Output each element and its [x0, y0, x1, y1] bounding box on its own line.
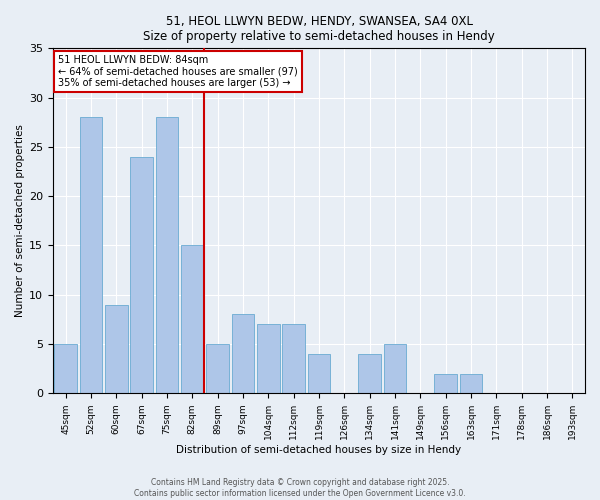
- Text: 51 HEOL LLWYN BEDW: 84sqm
← 64% of semi-detached houses are smaller (97)
35% of : 51 HEOL LLWYN BEDW: 84sqm ← 64% of semi-…: [58, 55, 298, 88]
- Text: Contains HM Land Registry data © Crown copyright and database right 2025.
Contai: Contains HM Land Registry data © Crown c…: [134, 478, 466, 498]
- Bar: [257, 324, 280, 394]
- Bar: [282, 324, 305, 394]
- Bar: [80, 118, 103, 394]
- Bar: [460, 374, 482, 394]
- Bar: [155, 118, 178, 394]
- Bar: [105, 304, 128, 394]
- Bar: [308, 354, 331, 394]
- Bar: [434, 374, 457, 394]
- Bar: [130, 157, 153, 394]
- Title: 51, HEOL LLWYN BEDW, HENDY, SWANSEA, SA4 0XL
Size of property relative to semi-d: 51, HEOL LLWYN BEDW, HENDY, SWANSEA, SA4…: [143, 15, 495, 43]
- Bar: [232, 314, 254, 394]
- Bar: [358, 354, 381, 394]
- Bar: [206, 344, 229, 394]
- Bar: [54, 344, 77, 394]
- X-axis label: Distribution of semi-detached houses by size in Hendy: Distribution of semi-detached houses by …: [176, 445, 461, 455]
- Bar: [181, 246, 204, 394]
- Y-axis label: Number of semi-detached properties: Number of semi-detached properties: [15, 124, 25, 318]
- Bar: [383, 344, 406, 394]
